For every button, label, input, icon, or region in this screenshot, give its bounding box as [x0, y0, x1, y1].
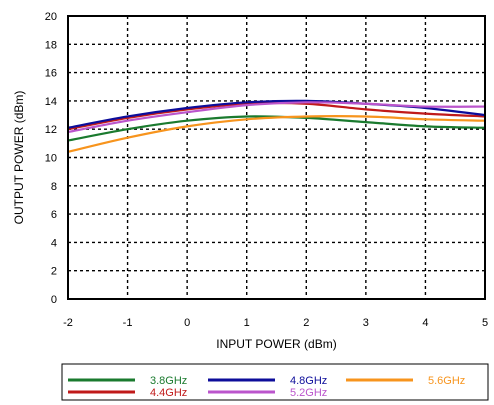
- x-tick-labels: -2 -1 0 1 2 3 4 5: [63, 317, 488, 329]
- y-tick-label: 14: [45, 96, 57, 108]
- legend-label: 5.2GHz: [290, 387, 327, 399]
- legend-label: 3.8GHz: [150, 375, 187, 387]
- legend-label: 5.6GHz: [428, 375, 465, 387]
- y-axis-label: OUTPUT POWER (dBm): [12, 91, 26, 225]
- legend-box: [61, 363, 489, 401]
- grid: [67, 15, 486, 300]
- x-axis-label: INPUT POWER (dBm): [216, 337, 336, 351]
- plot-frame: [67, 15, 486, 300]
- x-tick-label: -2: [63, 317, 73, 329]
- series-line-5-6ghz: [67, 115, 486, 153]
- x-tick-label: 0: [184, 317, 190, 329]
- y-tick-label: 12: [45, 124, 57, 136]
- legend-label: 4.4GHz: [150, 387, 187, 399]
- series-line-4-8ghz: [67, 99, 486, 129]
- y-tick-labels: 0 2 4 6 8 10 12 14 16 18 20: [45, 11, 57, 306]
- y-tick-label: 18: [45, 39, 57, 51]
- x-tick-label: 2: [303, 317, 309, 329]
- y-tick-label: 10: [45, 153, 57, 165]
- series-line-5-2ghz: [67, 101, 486, 134]
- series-lines: [67, 99, 486, 153]
- x-tick-label: 3: [363, 317, 369, 329]
- y-tick-label: 8: [51, 181, 57, 193]
- y-tick-label: 20: [45, 11, 57, 23]
- x-tick-label: -1: [123, 317, 133, 329]
- x-tick-label: 4: [422, 317, 428, 329]
- y-tick-label: 4: [51, 237, 57, 249]
- y-tick-label: 2: [51, 266, 57, 278]
- x-tick-label: 1: [244, 317, 250, 329]
- y-tick-label: 6: [51, 209, 57, 221]
- y-tick-label: 16: [45, 68, 57, 80]
- legend-label: 4.8GHz: [290, 375, 327, 387]
- y-tick-label: 0: [51, 294, 57, 306]
- x-tick-label: 5: [482, 317, 488, 329]
